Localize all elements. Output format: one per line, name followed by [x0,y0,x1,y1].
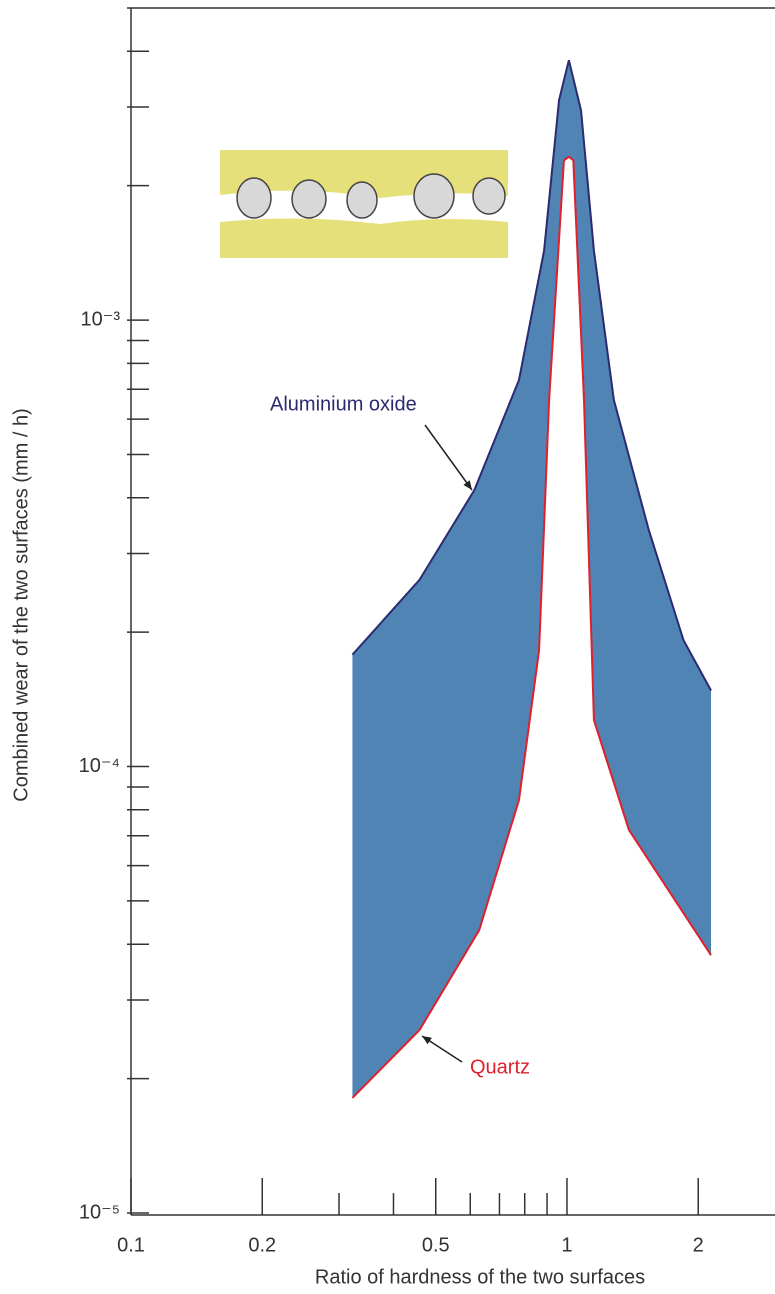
series-annotation: Aluminium oxide [270,393,417,415]
series-annotation: Quartz [470,1056,530,1078]
x-tick-label: 0.5 [422,1234,450,1256]
y-axis-title: Combined wear of the two surfaces (mm / … [10,408,32,801]
annotation-arrowhead [463,480,472,490]
annotation-arrowhead [422,1036,432,1044]
x-tick-label: 0.1 [117,1234,145,1256]
y-tick-label: 10⁻⁵ [79,1201,120,1223]
x-tick-label: 1 [561,1234,572,1256]
y-tick-label: 10⁻⁴ [79,755,120,777]
annotation-arrow [425,425,472,490]
inset-illustration [220,150,508,258]
x-axis-title: Ratio of hardness of the two surfaces [315,1266,645,1288]
x-tick-label: 0.2 [248,1234,276,1256]
chart: Ratio of hardness of the two surfaces Co… [0,0,775,1294]
x-tick-label: 2 [693,1234,704,1256]
y-tick-label: 10⁻³ [81,308,121,330]
page: Ratio of hardness of the two surfaces Co… [0,0,775,1294]
